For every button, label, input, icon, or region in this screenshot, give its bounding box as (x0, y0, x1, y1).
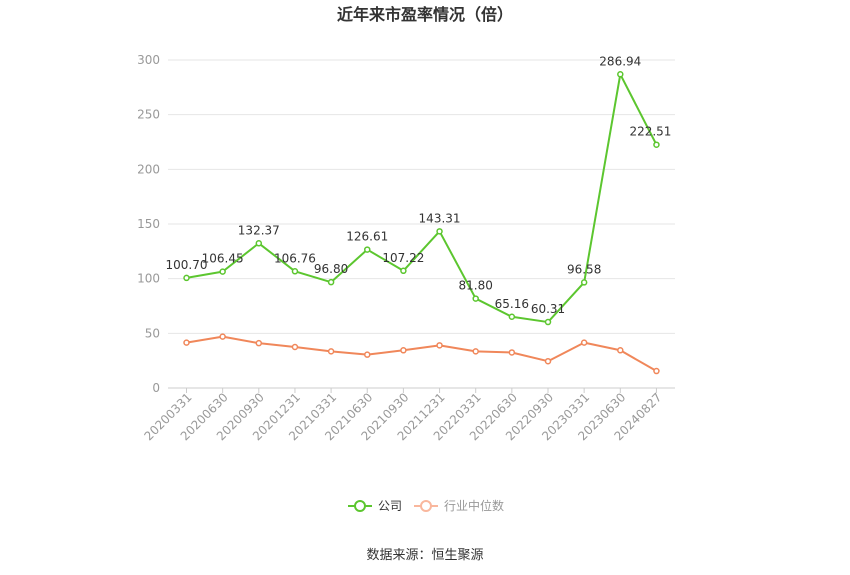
company-point[interactable] (327, 278, 335, 286)
company-point[interactable] (255, 240, 263, 247)
y-tick-label: 50 (145, 326, 160, 340)
y-tick-label: 0 (152, 381, 160, 395)
company-data-label: 143.31 (419, 211, 461, 225)
industry-point[interactable] (364, 351, 371, 358)
company-data-label: 106.45 (202, 252, 244, 266)
series-company-line (186, 73, 658, 324)
company-data-label: 100.70 (166, 258, 208, 272)
company-point[interactable] (183, 274, 190, 282)
y-tick-label: 200 (137, 162, 160, 176)
legend-company-label: 公司 (378, 499, 402, 513)
company-point[interactable] (472, 295, 479, 302)
series (183, 71, 660, 375)
industry-point[interactable] (617, 347, 624, 354)
industry-point[interactable] (400, 347, 407, 354)
company-data-label: 286.94 (599, 54, 641, 68)
industry-point[interactable] (327, 348, 335, 355)
company-data-label: 222.51 (629, 125, 671, 139)
company-point[interactable] (653, 141, 660, 148)
company-point[interactable] (291, 268, 299, 275)
company-data-label: 65.16 (495, 297, 529, 311)
legend-industry-label: 行业中位数 (444, 498, 504, 513)
legend: 公司 行业中位数 (348, 498, 504, 513)
data-source: 数据来源：恒生聚源 (366, 548, 483, 563)
grid (168, 59, 675, 334)
y-tick-label: 150 (137, 217, 160, 231)
industry-point[interactable] (653, 367, 660, 375)
company-point[interactable] (400, 267, 407, 275)
series-industry-line (186, 335, 657, 372)
industry-point[interactable] (544, 357, 552, 365)
y-tick-label: 300 (137, 53, 160, 67)
legend-item-company[interactable]: 公司 (348, 499, 402, 513)
industry-point[interactable] (472, 348, 479, 355)
y-tick-label: 100 (137, 272, 160, 286)
industry-point[interactable] (219, 333, 226, 340)
company-data-label: 81.80 (459, 279, 493, 293)
company-point[interactable] (364, 246, 371, 253)
y-tick-label: 250 (137, 108, 160, 122)
chart-title: 近年来市盈率情况（倍） (337, 5, 513, 24)
company-data-label: 96.80 (314, 262, 348, 276)
company-point[interactable] (436, 228, 443, 235)
industry-point[interactable] (291, 343, 299, 351)
company-data-label: 106.76 (274, 251, 316, 265)
legend-item-industry-median[interactable]: 行业中位数 (414, 498, 504, 513)
company-data-label: 60.31 (531, 302, 565, 316)
axes: 0501001502002503002020033120200630202009… (137, 53, 675, 443)
industry-point[interactable] (580, 339, 588, 346)
company-data-label: 107.22 (382, 251, 424, 265)
company-point[interactable] (508, 313, 516, 321)
company-point[interactable] (617, 71, 624, 78)
company-data-label: 96.58 (567, 262, 601, 276)
industry-point[interactable] (508, 349, 516, 356)
industry-point[interactable] (436, 342, 443, 349)
company-point[interactable] (219, 268, 226, 275)
company-data-label: 132.37 (238, 223, 280, 237)
industry-point[interactable] (183, 339, 190, 346)
industry-point[interactable] (255, 339, 263, 347)
legend-industry-marker (420, 500, 432, 512)
company-data-label: 126.61 (346, 230, 388, 244)
company-point[interactable] (580, 279, 588, 286)
legend-company-marker (354, 500, 366, 512)
company-point[interactable] (544, 318, 552, 326)
